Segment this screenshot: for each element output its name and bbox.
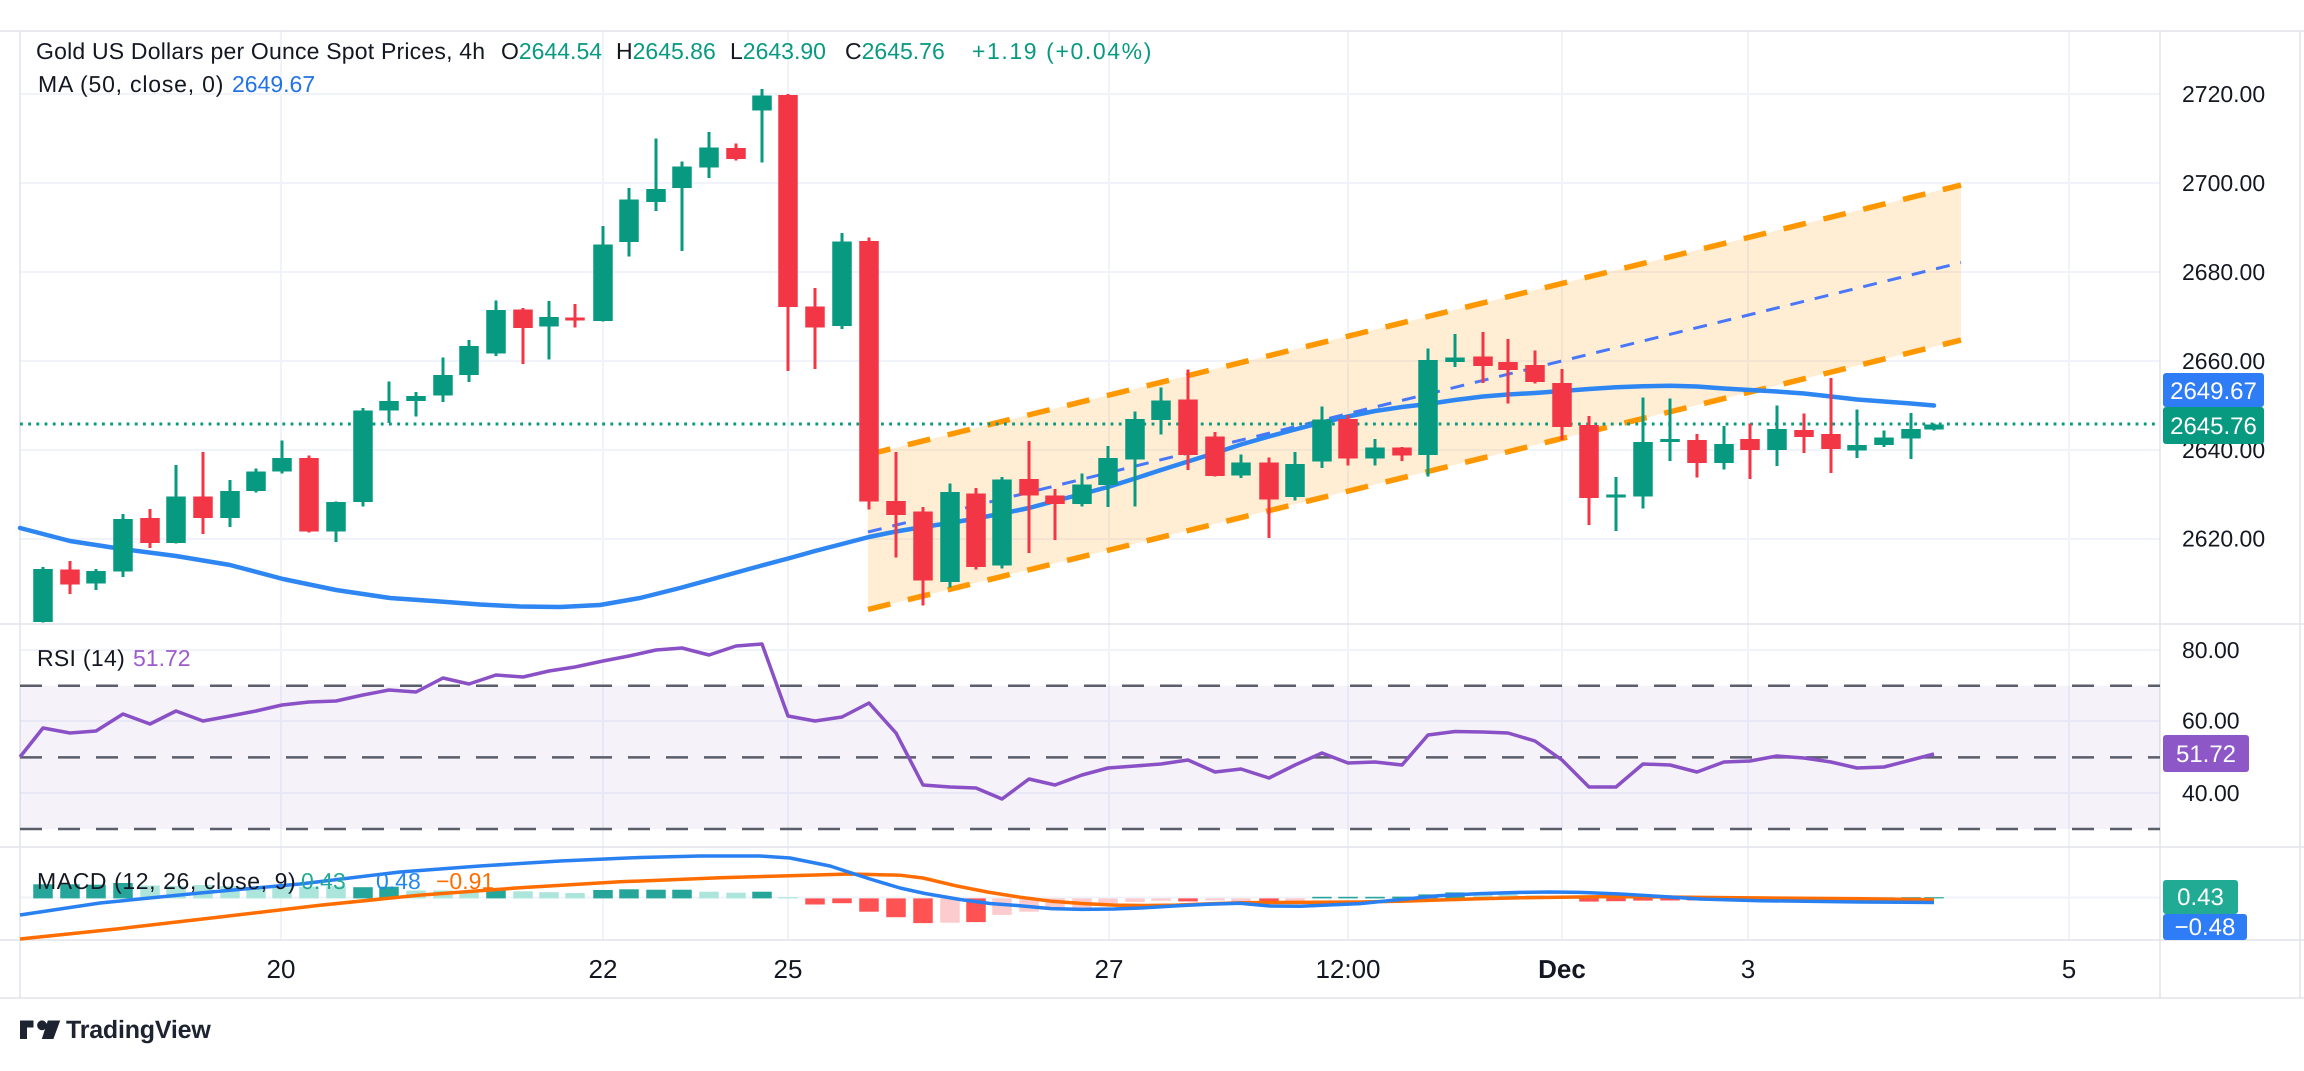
svg-text:0.43: 0.43 [2177, 884, 2224, 911]
svg-text:−0.48: −0.48 [2175, 914, 2236, 941]
svg-text:2620.00: 2620.00 [2182, 526, 2265, 552]
svg-text:2649.67: 2649.67 [232, 71, 315, 97]
svg-text:TradingView: TradingView [66, 1016, 211, 1044]
svg-text:2649.67: 2649.67 [2170, 378, 2257, 405]
svg-text:2680.00: 2680.00 [2182, 259, 2265, 285]
svg-text:0.43: 0.43 [301, 868, 346, 894]
svg-text:60.00: 60.00 [2182, 708, 2240, 734]
svg-text:MA (50, close, 0): MA (50, close, 0) [38, 71, 224, 97]
svg-text:L2643.90: L2643.90 [730, 38, 826, 64]
svg-text:Gold US Dollars per Ounce Spot: Gold US Dollars per Ounce Spot Prices, 4… [36, 38, 485, 64]
svg-text:MACD (12, 26, close, 9): MACD (12, 26, close, 9) [37, 868, 296, 894]
svg-text:C2645.76: C2645.76 [845, 38, 945, 64]
svg-text:0.48: 0.48 [376, 868, 421, 894]
svg-text:H2645.86: H2645.86 [616, 38, 716, 64]
svg-text:3: 3 [1741, 954, 1755, 984]
svg-text:51.72: 51.72 [133, 645, 191, 671]
svg-text:O2644.54: O2644.54 [501, 38, 602, 64]
svg-text:−0.91: −0.91 [436, 868, 494, 894]
svg-text:2700.00: 2700.00 [2182, 170, 2265, 196]
svg-text:2660.00: 2660.00 [2182, 348, 2265, 374]
svg-text:Dec: Dec [1538, 954, 1586, 984]
svg-text:25: 25 [774, 954, 803, 984]
svg-text:27: 27 [1095, 954, 1124, 984]
svg-text:20: 20 [267, 954, 296, 984]
svg-text:12:00: 12:00 [1315, 954, 1380, 984]
svg-text:22: 22 [589, 954, 618, 984]
svg-text:40.00: 40.00 [2182, 780, 2240, 806]
svg-text:5: 5 [2062, 954, 2076, 984]
svg-text:51.72: 51.72 [2176, 741, 2236, 768]
svg-text:2720.00: 2720.00 [2182, 81, 2265, 107]
svg-text:+1.19 (+0.04%): +1.19 (+0.04%) [972, 38, 1153, 64]
svg-text:2645.76: 2645.76 [2170, 413, 2257, 440]
svg-text:80.00: 80.00 [2182, 637, 2240, 663]
svg-text:RSI (14): RSI (14) [37, 645, 125, 671]
